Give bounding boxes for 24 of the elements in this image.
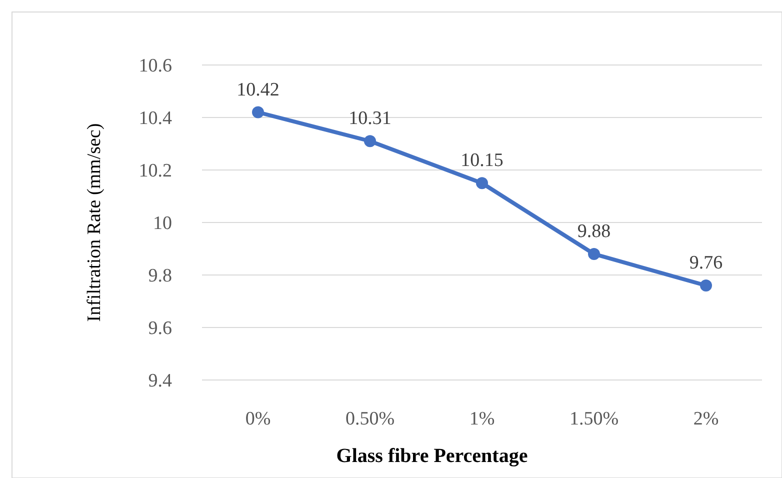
y-tick-label: 10.4 <box>138 108 172 130</box>
x-axis-title: Glass fibre Percentage <box>336 445 528 467</box>
y-tick-label: 9.6 <box>148 318 172 340</box>
x-tick-label: 2% <box>693 408 719 430</box>
y-tick-label: 10.2 <box>138 160 172 182</box>
point <box>588 248 600 260</box>
data-label: 10.42 <box>236 79 280 100</box>
y-tick-label: 10.6 <box>138 56 172 77</box>
x-tick-label: 0% <box>245 408 271 430</box>
data-label: 10.31 <box>348 108 392 130</box>
point <box>700 280 712 292</box>
y-axis-title: Infiltration Rate (mm/sec) <box>84 123 105 322</box>
point <box>364 135 376 148</box>
x-tick-label: 1.50% <box>569 408 619 430</box>
data-label: 9.88 <box>577 221 611 242</box>
point <box>252 106 264 118</box>
x-tick-label: 1% <box>469 408 495 430</box>
point <box>476 177 488 190</box>
y-tick-label: 9.4 <box>148 370 172 392</box>
y-tick-label: 10 <box>153 213 172 234</box>
data-label: 10.15 <box>460 150 504 172</box>
data-label: 9.76 <box>689 252 723 274</box>
x-tick-label: 0.50% <box>345 408 395 430</box>
y-tick-label: 9.8 <box>148 266 172 287</box>
